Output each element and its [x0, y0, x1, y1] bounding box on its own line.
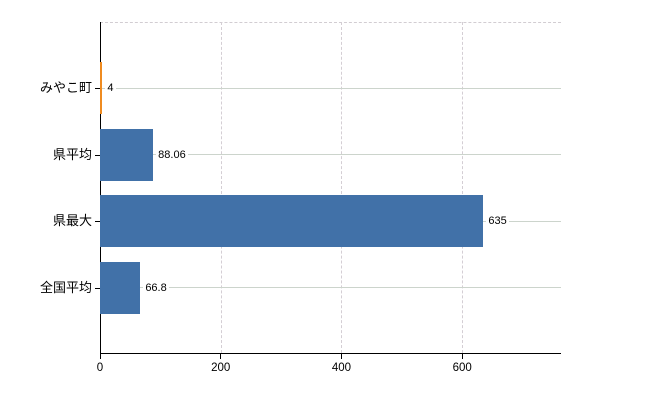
y-axis-tick: [95, 154, 100, 156]
bar: [100, 261, 141, 314]
x-axis-tick: [340, 353, 342, 359]
value-label: 66.8: [143, 280, 169, 295]
row-line: [100, 87, 561, 89]
x-tick-label: 0: [96, 362, 104, 374]
plot-area: 0 200 400 600 4 みやこ町 88.06 県平均 635 県最大 66.8 全国平均: [40, 22, 561, 374]
x-axis-tick: [220, 353, 222, 359]
y-axis-tick: [95, 287, 100, 289]
y-axis-line: [100, 22, 101, 354]
row-line: [100, 287, 561, 288]
bar: [100, 128, 154, 181]
gridline-v: [462, 22, 464, 353]
bar: [100, 62, 103, 114]
gridline-v: [341, 22, 343, 353]
category-label: 全国平均: [39, 279, 92, 295]
x-tick-label: 400: [331, 362, 352, 374]
bar: [100, 195, 484, 247]
gridline-v: [220, 22, 222, 353]
value-label: 88.06: [156, 147, 188, 162]
x-tick-label: 200: [211, 362, 231, 374]
x-axis-tick: [461, 353, 463, 359]
category-label: みやこ町: [39, 80, 92, 95]
plot-top-border: [100, 22, 561, 23]
x-tick-label: 600: [452, 362, 472, 374]
x-axis-line: [100, 353, 561, 354]
x-axis-tick: [99, 353, 101, 359]
y-axis-tick: [95, 221, 100, 222]
value-label: 4: [105, 81, 116, 95]
y-axis-tick: [95, 88, 100, 89]
row-line: [100, 154, 561, 155]
value-label: 635: [486, 214, 509, 228]
category-label: 県最大: [52, 213, 92, 228]
category-label: 県平均: [52, 146, 92, 162]
